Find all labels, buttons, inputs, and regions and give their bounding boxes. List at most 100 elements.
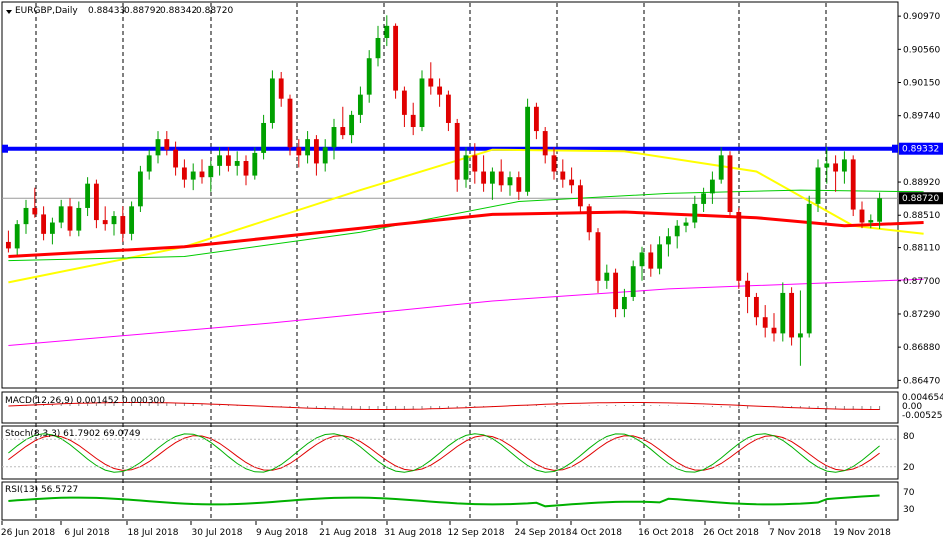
candle [481, 155, 487, 192]
candle [243, 155, 249, 186]
time-tick-label: 21 Aug 2018 [319, 528, 377, 538]
candle [683, 217, 689, 233]
candle [560, 159, 566, 188]
candle [278, 71, 284, 107]
candle [225, 147, 231, 172]
candle [76, 201, 82, 237]
candle [58, 199, 64, 229]
candle [437, 78, 443, 107]
candle [14, 220, 20, 255]
candle [877, 192, 883, 229]
candle [137, 165, 143, 212]
candle [208, 161, 214, 192]
candle [780, 282, 786, 342]
macd-signal-line [8, 402, 880, 410]
candle [753, 292, 759, 326]
candle [806, 195, 812, 338]
price-tick-label: 0.87700 [903, 277, 940, 287]
time-tick-label: 6 Jul 2018 [64, 528, 109, 538]
candle [410, 102, 416, 136]
candle [586, 203, 592, 241]
candle [234, 151, 240, 176]
moving-average-line [8, 210, 924, 258]
time-tick-label: 24 Sep 2018 [514, 528, 571, 538]
candle [771, 313, 777, 342]
triangle-icon [6, 10, 12, 14]
candle [155, 131, 161, 164]
candle [296, 139, 302, 168]
candle [718, 147, 724, 184]
resistance-price-label: 0.89332 [902, 145, 939, 155]
candle [498, 159, 504, 192]
price-tick-label: 0.88920 [903, 178, 940, 188]
candle [516, 171, 522, 200]
candle [199, 159, 205, 184]
price-tick-label: 0.88510 [903, 211, 940, 221]
symbol-header: EURGBP,Daily 0.88433 0.88792 0.88342 0.8… [6, 6, 233, 16]
price-tick-label: 0.86880 [903, 343, 940, 353]
candle [85, 177, 91, 217]
stoch-label: Stoch(8,3,3) 61.7902 69.0749 [5, 429, 141, 439]
moving-averages [8, 148, 924, 346]
ohlc-close: 0.88720 [196, 6, 233, 16]
candle [322, 139, 328, 172]
time-tick-label: 12 Sep 2018 [447, 528, 504, 538]
indicator-lines [2, 402, 898, 508]
candle [252, 147, 258, 180]
moving-average-line [8, 189, 924, 262]
candle [287, 94, 293, 156]
moving-average-line [8, 278, 924, 346]
candle [630, 260, 636, 302]
candle [709, 171, 715, 204]
time-tick-label: 30 Jul 2018 [192, 528, 243, 538]
candle [401, 86, 407, 128]
candle [841, 151, 847, 184]
time-tick-label: 26 Jun 2018 [1, 528, 55, 538]
candle [32, 187, 38, 218]
candle [648, 244, 654, 277]
candle [815, 159, 821, 212]
candle [41, 206, 47, 241]
ohlc-high: 0.88792 [124, 6, 161, 16]
rsi-line [8, 494, 880, 508]
candle [674, 220, 680, 249]
candle [507, 171, 513, 196]
time-axis: 26 Jun 2018 6 Jul 2018 18 Jul 2018 30 Jul 2… [1, 521, 891, 538]
candle [23, 199, 29, 234]
current-price-label: 0.88720 [902, 194, 939, 204]
candle [533, 102, 539, 140]
candle [762, 305, 768, 338]
price-tick-label: 0.87290 [903, 310, 940, 320]
candle [313, 135, 319, 176]
candle [445, 90, 451, 132]
time-tick-label: 18 Jul 2018 [128, 528, 179, 538]
current-price-box [899, 192, 943, 205]
candle [269, 70, 275, 129]
candle [67, 198, 73, 237]
candle [833, 155, 839, 192]
candle [146, 149, 152, 180]
candle [850, 155, 856, 217]
macd-tick-top: 0.004654 [902, 393, 943, 403]
candle [745, 272, 751, 314]
resistance-price-box [899, 142, 943, 155]
candle [5, 230, 11, 253]
candle [824, 147, 830, 184]
time-tick-label: 31 Aug 2018 [384, 528, 442, 538]
rsi-tick-30: 30 [903, 505, 915, 515]
candle [868, 214, 874, 229]
candle [859, 201, 865, 229]
candle [621, 288, 627, 318]
main-panel-frame [1, 1, 899, 389]
price-tick-label: 0.90560 [903, 45, 940, 55]
candle [120, 206, 126, 242]
candle [657, 236, 663, 275]
candle [366, 50, 372, 103]
candle [261, 114, 267, 160]
macd-panel-frame [1, 391, 899, 424]
candle [613, 268, 619, 318]
candle [164, 131, 170, 156]
moving-average-line [8, 148, 924, 284]
candle [472, 143, 478, 184]
